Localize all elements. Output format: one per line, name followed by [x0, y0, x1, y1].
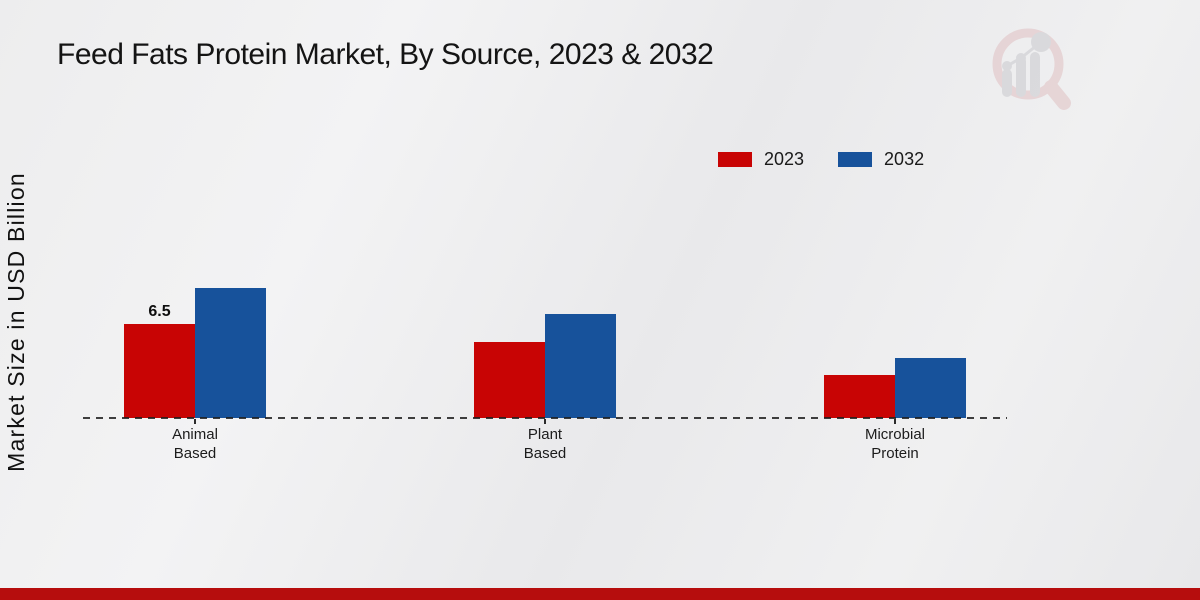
bar-2023-plant-based [474, 342, 545, 418]
legend: 2023 2032 [718, 149, 924, 170]
magnifier-bar-chart-logo-icon [992, 28, 1071, 110]
category-label-animal-based: Animal Based [172, 426, 218, 462]
bar-2032-plant-based [545, 314, 616, 418]
legend-swatch-2032 [838, 152, 873, 167]
bar-2023-microbial-protein [824, 375, 895, 418]
x-axis-tick-plant-based [544, 419, 546, 424]
footer-red-strip [0, 588, 1200, 600]
legend-entry-2032: 2032 [838, 149, 924, 170]
bar-2032-microbial-protein [895, 358, 966, 418]
x-axis-tick-microbial-protein [894, 419, 896, 424]
category-label-microbial-protein: Microbial Protein [864, 426, 925, 462]
legend-label-2032: 2032 [884, 149, 925, 169]
category-label-plant-based: Plant Based [523, 426, 567, 462]
x-axis-tick-animal-based [194, 419, 196, 424]
bar-value-label-2023-animal-based: 6.5 [148, 303, 171, 320]
legend-entry-2023: 2023 [718, 149, 804, 170]
x-axis-baseline [83, 417, 1007, 419]
chart-title: Feed Fats Protein Market, By Source, 202… [57, 38, 714, 71]
legend-label-2023: 2023 [764, 149, 805, 169]
bar-2023-animal-based [124, 324, 195, 418]
legend-swatch-2023 [718, 152, 752, 167]
bar-2032-animal-based [195, 288, 266, 418]
